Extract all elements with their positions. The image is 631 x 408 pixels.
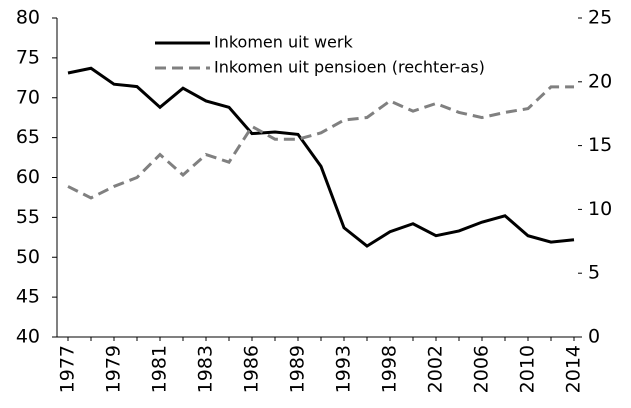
y2-tick-label: 15 [588, 134, 612, 156]
x-tick-label: 2014 [563, 345, 585, 393]
y-tick-label: 40 [16, 326, 40, 348]
x-tick-label: 1977 [57, 345, 79, 393]
x-tick-label: 1981 [149, 345, 171, 393]
x-tick-label: 2006 [471, 345, 493, 393]
legend-label: Inkomen uit werk [214, 33, 353, 52]
x-tick-label: 1993 [333, 345, 355, 393]
x-tick-label: 1989 [287, 345, 309, 393]
x-tick-label: 1979 [103, 345, 125, 393]
series-line [67, 66, 575, 248]
y2-tick-label: 20 [588, 70, 612, 92]
y2-tick-label: 25 [588, 7, 612, 29]
x-tick-label: 1998 [379, 345, 401, 393]
x-tick-label: 1983 [195, 345, 217, 393]
y-tick-label: 80 [16, 7, 40, 29]
x-tick-label: 2010 [517, 345, 539, 393]
y-tick-label: 45 [16, 286, 40, 308]
y2-tick-label: 10 [588, 198, 612, 220]
y2-tick-label: 0 [588, 326, 600, 348]
x-tick-label: 2002 [425, 345, 447, 393]
legend-label: Inkomen uit pensioen (rechter-as) [214, 58, 485, 77]
y-tick-label: 75 [16, 46, 40, 68]
y-tick-label: 65 [16, 126, 40, 148]
y2-tick-label: 5 [588, 262, 600, 284]
y-tick-label: 50 [16, 246, 40, 268]
x-tick-label: 1986 [241, 345, 263, 393]
series-line [67, 85, 574, 200]
y-tick-label: 55 [16, 206, 40, 228]
y-tick-label: 70 [16, 86, 40, 108]
y-tick-label: 60 [16, 166, 40, 188]
